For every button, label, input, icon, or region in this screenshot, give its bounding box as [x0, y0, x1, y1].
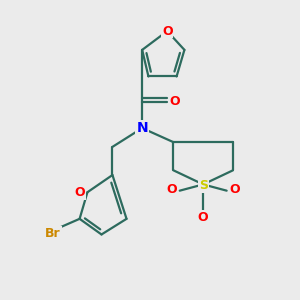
- Text: N: N: [136, 121, 148, 135]
- Text: O: O: [74, 186, 85, 199]
- Text: Br: Br: [45, 227, 61, 240]
- Text: O: O: [162, 25, 172, 38]
- Text: O: O: [170, 95, 180, 108]
- Text: O: O: [167, 183, 177, 196]
- Text: O: O: [229, 183, 240, 196]
- Text: S: S: [199, 179, 208, 193]
- Text: O: O: [198, 211, 208, 224]
